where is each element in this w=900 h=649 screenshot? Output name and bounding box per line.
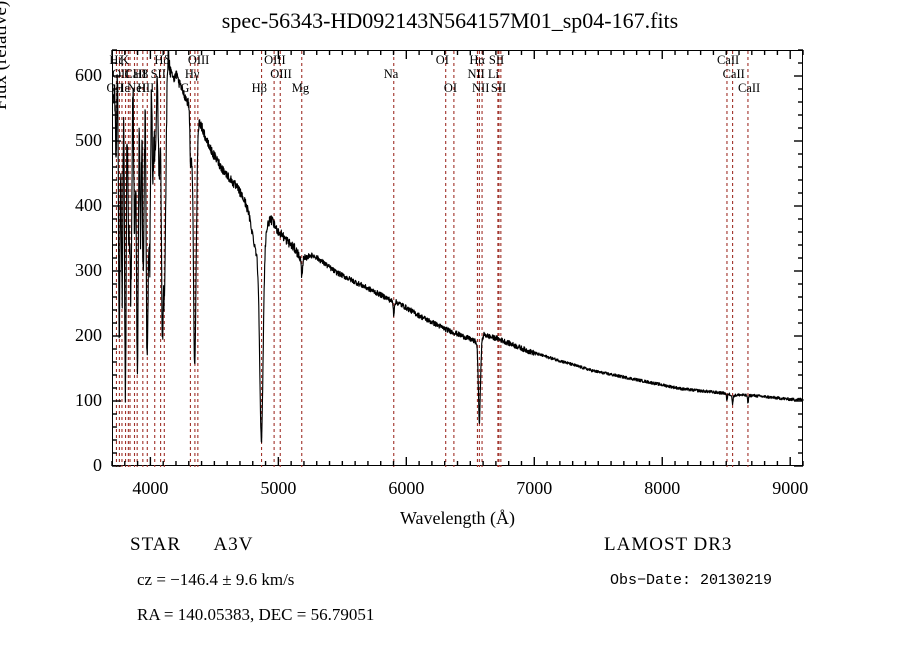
spectral-line-label: CaII xyxy=(716,53,740,67)
y-tick-label: 100 xyxy=(75,390,102,410)
page-title: spec-56343-HD092143N564157M01_sp04-167.f… xyxy=(221,8,679,33)
spectral-line-label: Hζ xyxy=(109,53,124,67)
spectral-line-label: OIII xyxy=(270,67,292,81)
y-tick-label: 300 xyxy=(75,260,102,280)
spectral-line-label: Hβ xyxy=(251,81,267,95)
y-tick-label: 600 xyxy=(75,65,102,85)
y-tick-label: 500 xyxy=(75,130,102,150)
x-tick-label: 7000 xyxy=(516,478,553,498)
spectral-line-label: SII xyxy=(490,81,507,95)
spectral-line-label: K xyxy=(120,53,130,67)
spectral-line-label: SII xyxy=(150,67,166,81)
spectral-line-label: NII xyxy=(472,81,490,95)
spectral-line-label: OI xyxy=(443,81,458,95)
x-tick-label: 5000 xyxy=(260,478,297,498)
spectral-class: A3V xyxy=(213,534,254,555)
spectral-line-label: Hγ xyxy=(184,67,200,81)
x-tick-label: 4000 xyxy=(132,478,169,498)
y-axis-label: Flux (relative) xyxy=(0,0,11,110)
object-type-label: STAR A3V xyxy=(130,534,253,556)
y-tick-label: 0 xyxy=(93,455,102,475)
redshift-velocity: cz = −146.4 ± 9.6 km/s xyxy=(137,570,295,589)
spectral-line-label: Mg xyxy=(291,81,310,95)
spectral-line-label: NII xyxy=(467,67,485,81)
spectral-line-label: SII xyxy=(488,53,505,67)
spectral-line-label: OII xyxy=(106,81,124,95)
spectral-line-label: Li xyxy=(487,67,500,81)
x-tick-label: 6000 xyxy=(388,478,425,498)
spectral-line-label: H8 xyxy=(132,67,149,81)
spectral-line-label: Na xyxy=(383,67,399,81)
spectral-line-label: CaII xyxy=(124,67,147,81)
spectral-line-label: Hδ xyxy=(154,53,170,67)
x-axis-label: Wavelength (Å) xyxy=(399,508,515,528)
spectral-line-label: Hα xyxy=(469,53,485,67)
y-tick-label: 400 xyxy=(75,195,102,215)
spectral-line-label: OIII xyxy=(187,53,210,67)
x-tick-label: 9000 xyxy=(772,478,809,498)
spectral-line-label: NeIII xyxy=(127,81,155,95)
object-type: STAR xyxy=(130,534,182,555)
spectral-line-label: OII xyxy=(111,67,130,81)
spectral-line-label: H xyxy=(137,81,147,95)
spectral-line-label: OIII xyxy=(264,53,286,67)
spectral-line-label: G xyxy=(180,81,190,95)
x-tick-label: 8000 xyxy=(644,478,681,498)
spectral-line-label: Hε xyxy=(115,81,130,95)
plot-canvas xyxy=(112,50,804,467)
spectral-line-label: CaII xyxy=(737,81,761,95)
survey-name: LAMOST DR3 xyxy=(604,534,733,555)
observation-date: Obs−Date: 20130219 xyxy=(610,572,773,589)
coordinates: RA = 140.05383, DEC = 56.79051 xyxy=(137,605,375,624)
y-tick-label: 200 xyxy=(75,325,102,345)
spectral-line-label: CaII xyxy=(722,67,745,81)
spectral-line-label: OI xyxy=(435,53,449,67)
